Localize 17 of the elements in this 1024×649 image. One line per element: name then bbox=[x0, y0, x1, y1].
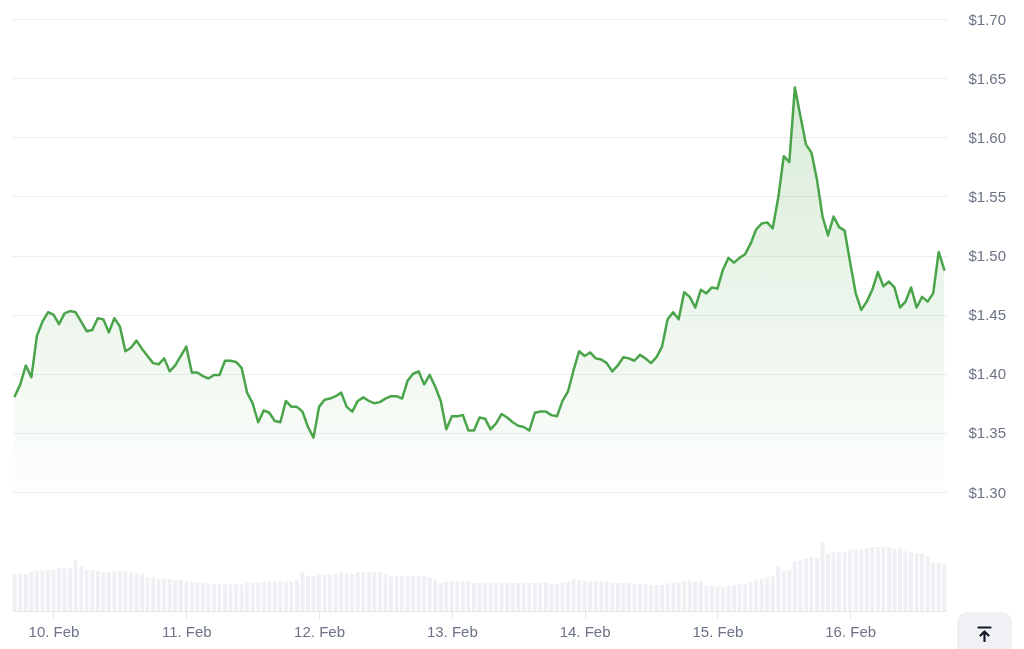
scroll-top-button[interactable] bbox=[957, 612, 1012, 649]
y-tick-label: $1.35 bbox=[968, 424, 1007, 442]
x-tick-label: 10. Feb bbox=[28, 622, 80, 640]
y-tick-label: $1.55 bbox=[968, 187, 1007, 205]
y-tick-label: $1.30 bbox=[968, 483, 1007, 501]
x-tick-label: 16. Feb bbox=[825, 622, 877, 640]
x-tick-label: 13. Feb bbox=[426, 622, 478, 640]
x-tick-label: 15. Feb bbox=[692, 622, 744, 640]
y-tick-label: $1.45 bbox=[968, 306, 1007, 324]
y-tick-label: $1.65 bbox=[968, 69, 1007, 87]
x-tick-label: 12. Feb bbox=[294, 622, 345, 640]
y-tick-label: $1.70 bbox=[968, 10, 1007, 28]
x-tick-label: 11. Feb bbox=[161, 622, 212, 640]
y-tick-label: $1.60 bbox=[968, 128, 1007, 146]
y-tick-label: $1.50 bbox=[968, 247, 1007, 264]
x-tick-label: 14. Feb bbox=[559, 622, 611, 640]
y-tick-label: $1.40 bbox=[968, 365, 1007, 383]
